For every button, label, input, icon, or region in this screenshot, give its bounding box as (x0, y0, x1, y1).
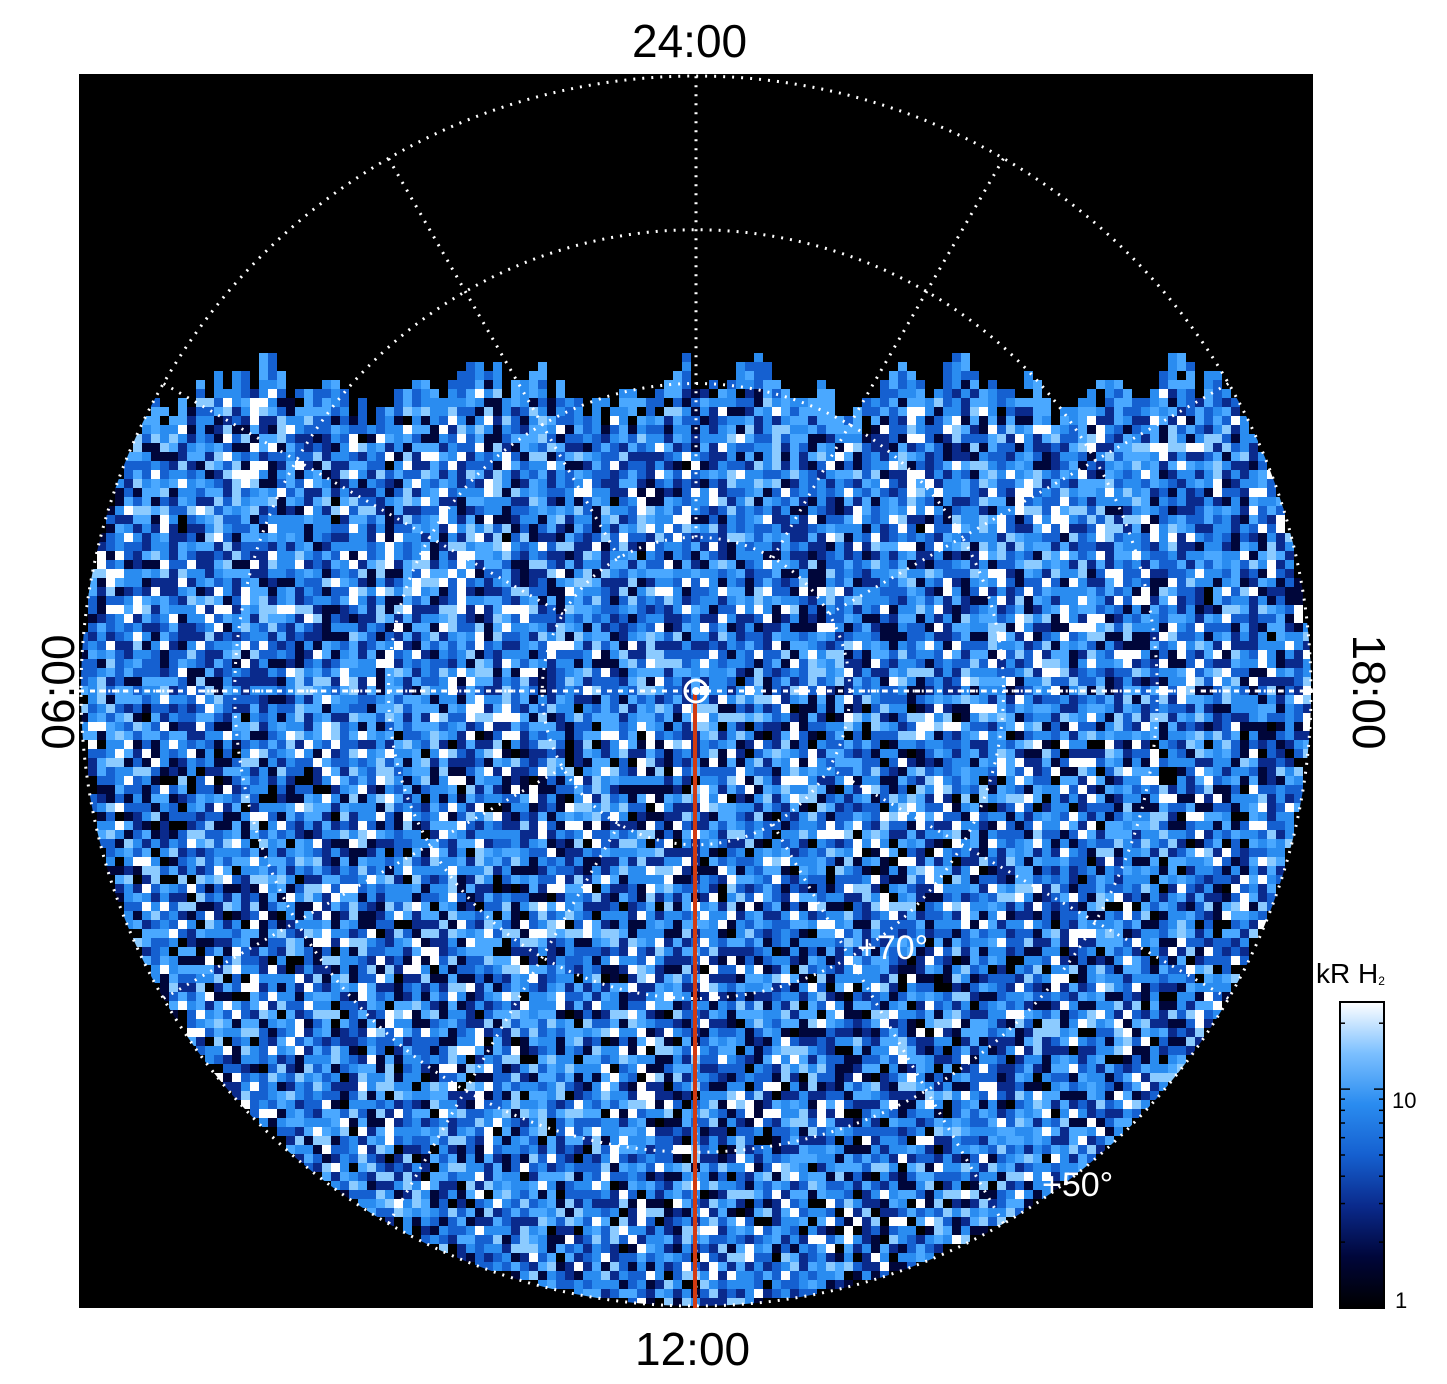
latitude-label-50: +50° (1042, 1166, 1113, 1204)
pole-marker-icon (683, 678, 709, 704)
local-time-label-12: 12:00 (635, 1323, 751, 1375)
colorbar-tick-label-1: 1 (1395, 1288, 1408, 1313)
colorbar-tick-label-10: 10 (1392, 1088, 1417, 1113)
local-time-label-24: 24:00 (632, 15, 748, 67)
local-time-label-06: 06:00 (32, 634, 84, 750)
colorbar-ticks (1340, 1022, 1384, 1309)
polar-projection-map: +70° +50° (79, 74, 1313, 1308)
colorbar-title: kR H2 (1316, 958, 1385, 989)
colorbar (1339, 1001, 1385, 1309)
local-time-label-18: 18:00 (1343, 634, 1395, 750)
latitude-label-70: +70° (857, 929, 928, 967)
colorbar-gradient (1339, 1001, 1385, 1309)
